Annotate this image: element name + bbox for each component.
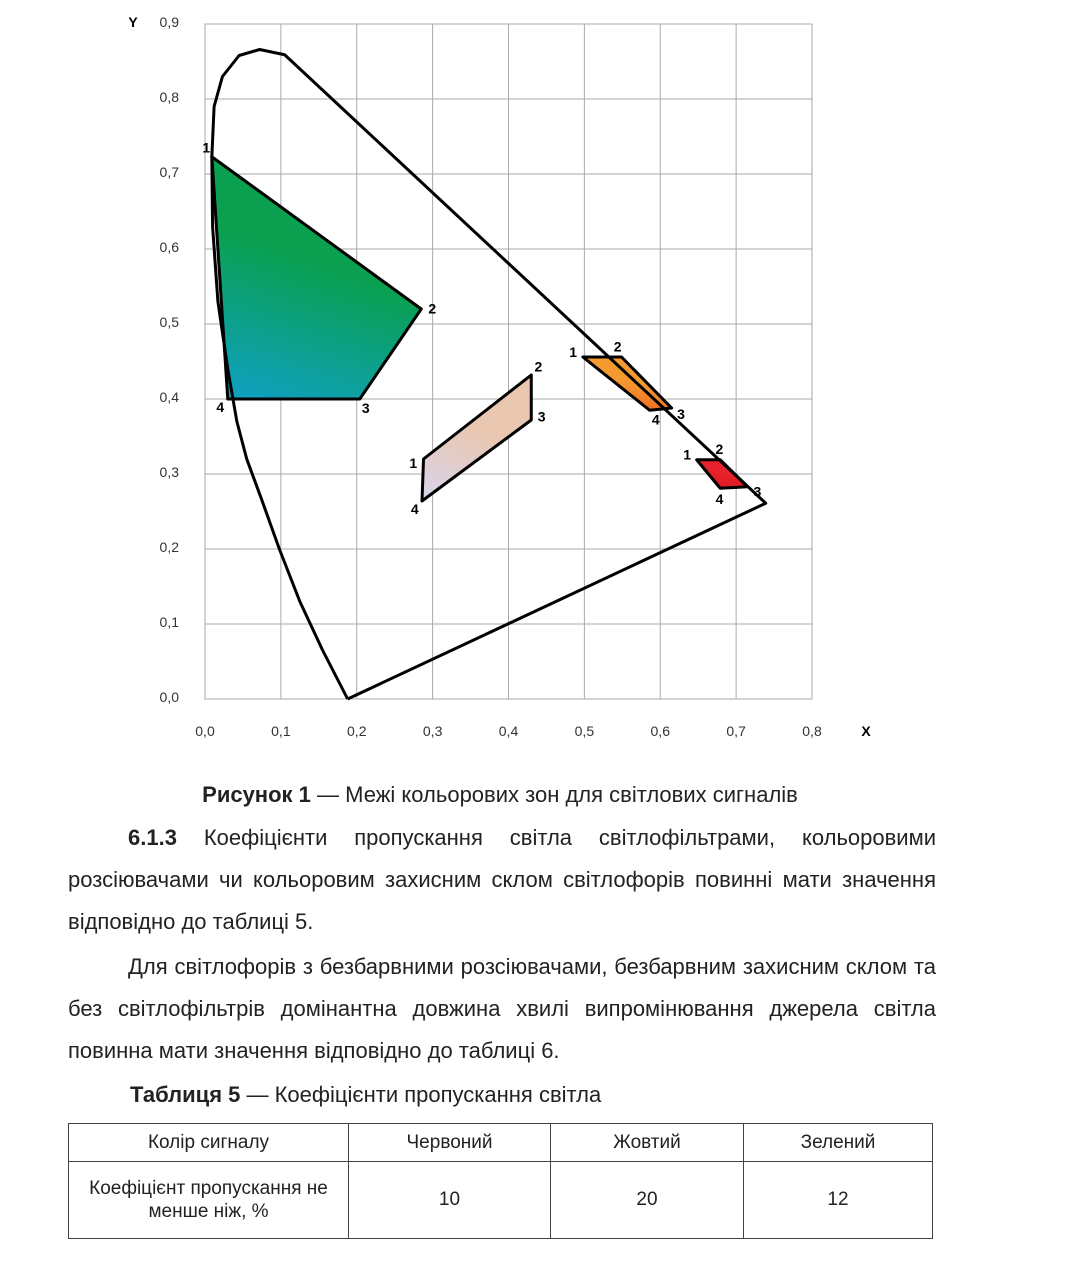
x-tick-label: 0,2 <box>347 723 367 739</box>
vertex-label: 4 <box>716 491 724 507</box>
color-zone-2 <box>420 373 533 503</box>
paragraph-2: Для світлофорів з безбарвними розсіювача… <box>68 946 936 1072</box>
y-tick-label: 0,5 <box>160 314 180 330</box>
x-tick-label: 0,0 <box>195 723 215 739</box>
x-tick-label: 0,3 <box>423 723 443 739</box>
x-tick-label: 0,7 <box>726 723 746 739</box>
paragraph-text: Коефіцієнти пропускання світла світлофіл… <box>68 825 936 934</box>
vertex-label: 1 <box>202 139 210 155</box>
vertex-label: 3 <box>362 400 370 416</box>
vertex-label: 4 <box>411 501 419 517</box>
x-axis-label: X <box>861 723 871 739</box>
vertex-label: 2 <box>716 441 724 457</box>
header-cell: Зелений <box>743 1123 933 1162</box>
table-caption: Таблиця 5 — Коефіцієнти пропускання світ… <box>130 1082 601 1108</box>
vertex-label: 1 <box>569 344 577 360</box>
y-tick-label: 0,0 <box>160 689 180 705</box>
table-title: — Коефіцієнти пропускання світла <box>240 1082 602 1107</box>
y-axis-label: Y <box>128 14 138 30</box>
y-tick-label: 0,8 <box>160 89 180 105</box>
header-cell: Колір сигналу <box>68 1123 349 1162</box>
value-cell: 12 <box>743 1161 933 1239</box>
header-cell: Червоний <box>348 1123 551 1162</box>
paragraph-6-1-3: 6.1.3 Коефіцієнти пропускання світла сві… <box>68 817 936 943</box>
paragraph-text: Для світлофорів з безбарвними розсіювача… <box>68 954 936 1063</box>
x-tick-label: 0,8 <box>802 723 822 739</box>
x-tick-label: 0,5 <box>575 723 595 739</box>
color-zone-1 <box>210 155 423 401</box>
vertex-label: 3 <box>677 406 685 422</box>
vertex-label: 2 <box>428 300 436 316</box>
y-tick-label: 0,2 <box>160 539 180 555</box>
y-tick-label: 0,3 <box>160 464 180 480</box>
clause-number: 6.1.3 <box>128 825 177 850</box>
caption-text: — Межі кольорових зон для світлових сигн… <box>310 782 798 807</box>
y-tick-label: 0,9 <box>160 14 180 30</box>
vertex-label: 2 <box>614 339 622 355</box>
figure-caption: Рисунок 1 — Межі кольорових зон для світ… <box>0 782 1000 808</box>
vertex-label: 4 <box>216 399 224 415</box>
caption-label: Рисунок 1 <box>202 782 311 807</box>
y-tick-label: 0,7 <box>160 164 180 180</box>
table-row: Коефіцієнт пропускання не менше ніж, % 1… <box>68 1161 933 1239</box>
transmission-table: Колір сигналу Червоний Жовтий Зелений Ко… <box>68 1123 933 1239</box>
vertex-label: 2 <box>534 359 542 375</box>
table-label: Таблиця 5 <box>130 1082 241 1107</box>
chromaticity-chart: 0,0 0,1 0,2 0,3 0,4 0,5 0,6 0,7 0,8 0,0 0,1 0,2 0,3 0… <box>128 14 871 739</box>
y-tick-label: 0,1 <box>160 614 180 630</box>
row-label: Коефіцієнт пропускання не менше ніж, % <box>68 1161 349 1239</box>
vertex-label: 1 <box>409 455 417 471</box>
vertex-label: 1 <box>683 446 691 462</box>
vertex-label: 4 <box>652 411 660 427</box>
vertex-label: 3 <box>753 484 761 500</box>
x-tick-label: 0,4 <box>499 723 519 739</box>
value-cell: 20 <box>550 1161 744 1239</box>
y-tick-label: 0,4 <box>160 389 180 405</box>
table-header-row: Колір сигналу Червоний Жовтий Зелений <box>68 1123 933 1162</box>
spectral-locus <box>210 48 768 701</box>
vertex-label: 3 <box>538 408 546 424</box>
header-cell: Жовтий <box>550 1123 744 1162</box>
y-tick-label: 0,6 <box>160 239 180 255</box>
x-tick-label: 0,6 <box>651 723 671 739</box>
value-cell: 10 <box>348 1161 551 1239</box>
x-tick-label: 0,1 <box>271 723 291 739</box>
